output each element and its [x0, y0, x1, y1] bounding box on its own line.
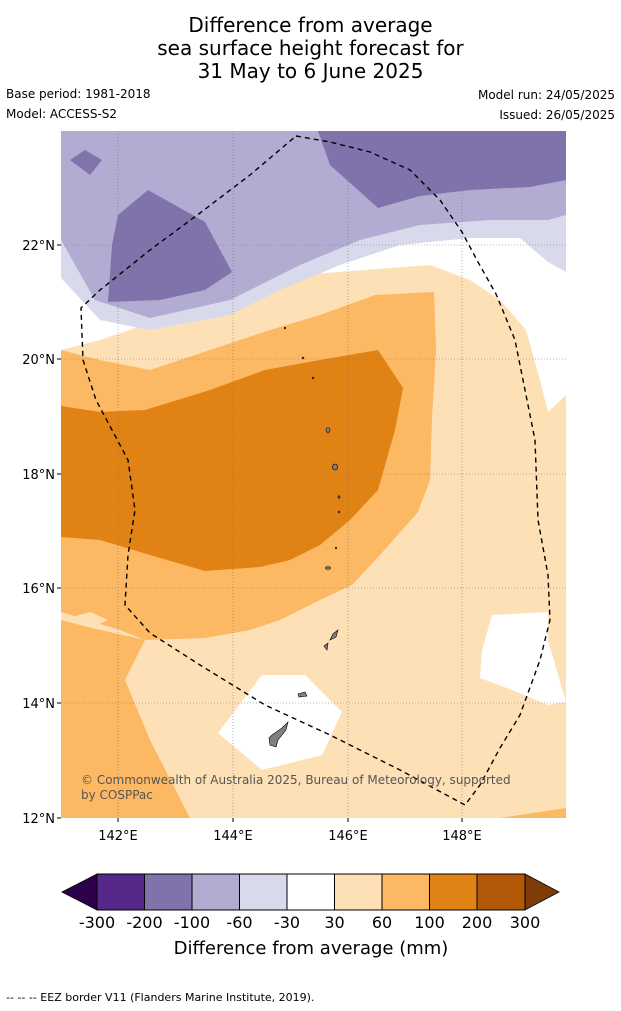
saipan-island [329, 629, 339, 641]
tinian-island [323, 642, 329, 651]
island-north-2 [332, 463, 338, 471]
islands [268, 326, 341, 748]
island-north-7 [283, 326, 287, 330]
colorbar-tick-labels: -300 -200 -100 -60 -30 30 60 100 200 300 [79, 913, 540, 932]
title-line-1: Difference from average [188, 13, 433, 37]
contour-neutral-east [480, 612, 566, 705]
colorbar-tick-label: -30 [274, 913, 300, 932]
colorbar-bin [192, 874, 240, 910]
contour-minus100-minus200-west [108, 190, 232, 302]
title-line-2: sea surface height forecast for [157, 36, 464, 60]
lat-label: 22°N [22, 239, 55, 254]
island-north-5 [311, 376, 315, 380]
lat-label: 14°N [22, 697, 55, 712]
colorbar-tick-label: 60 [372, 913, 392, 932]
eez-legend-note: -- -- -- EEZ border V11 (Flanders Marine… [6, 991, 315, 1004]
contour-minus100-minus200-east [318, 131, 566, 208]
copyright-line-2: by COSPPac [81, 788, 153, 802]
contour-60-100-southeast [500, 808, 566, 818]
forecast-map: © Commonwealth of Australia 2025, Bureau… [22, 131, 566, 959]
island-north-4 [325, 566, 331, 570]
colorbar-tick-label: 100 [414, 913, 445, 932]
longitude-labels: 142°E 144°E 146°E 148°E [98, 829, 482, 844]
lat-label: 20°N [22, 353, 55, 368]
colorbar-bin [477, 874, 525, 910]
rota-island [297, 691, 308, 698]
colorbar-tick-label: -60 [226, 913, 252, 932]
lon-label: 148°E [442, 829, 482, 844]
title-line-3: 31 May to 6 June 2025 [197, 59, 424, 83]
island-north-1 [325, 427, 331, 433]
model-name: Model: ACCESS-S2 [6, 107, 118, 121]
colorbar-tick-label: 200 [462, 913, 493, 932]
colorbar-bin [144, 874, 192, 910]
colorbar-tick-label: 300 [510, 913, 541, 932]
island-north-8 [337, 510, 341, 514]
contour-neutral-guam [218, 675, 342, 770]
eez-border [80, 135, 551, 806]
colorbar: -300 -200 -100 -60 -30 30 60 100 200 300… [61, 873, 560, 959]
lon-label: 144°E [213, 829, 253, 844]
colorbar-separators [96, 873, 526, 911]
contour-30-60-pocket [61, 612, 108, 628]
map-title: Difference from average sea surface heig… [0, 14, 621, 83]
colorbar-title: Difference from average (mm) [174, 938, 449, 959]
lat-label: 12°N [22, 812, 55, 827]
colorbar-bin [239, 874, 287, 910]
base-period: Base period: 1981-2018 [6, 87, 151, 101]
colorbar-tick-label: -300 [79, 913, 115, 932]
axis-ticks [57, 244, 463, 822]
lat-label: 18°N [22, 468, 55, 483]
colorbar-bin [382, 874, 430, 910]
contour-100-200 [61, 350, 403, 571]
colorbar-bin [97, 874, 145, 910]
issued-date: Issued: 26/05/2025 [499, 108, 615, 122]
colorbar-bin [429, 874, 477, 910]
island-north-9 [334, 546, 338, 550]
graticule [61, 131, 566, 818]
contour-minus100-minus200-corner [70, 150, 102, 175]
colorbar-under-arrow [61, 873, 98, 911]
colorbar-tick-label: 30 [324, 913, 344, 932]
latitude-labels: 22°N 20°N 18°N 16°N 14°N 12°N [22, 239, 55, 827]
colorbar-tick-label: -100 [174, 913, 210, 932]
model-run: Model run: 24/05/2025 [477, 88, 615, 102]
contour-60-100-south [61, 620, 190, 818]
colorbar-bin [334, 874, 382, 910]
copyright-line-1: © Commonwealth of Australia 2025, Bureau… [81, 773, 511, 787]
island-north-3 [337, 495, 341, 499]
guam-island [268, 721, 289, 748]
colorbar-bin [287, 874, 335, 910]
lat-label: 16°N [22, 582, 55, 597]
lon-label: 142°E [98, 829, 138, 844]
anomaly-contours [61, 131, 566, 818]
colorbar-tick-label: -200 [126, 913, 162, 932]
lon-label: 146°E [328, 829, 368, 844]
colorbar-over-arrow [524, 873, 560, 911]
island-north-6 [301, 356, 305, 360]
